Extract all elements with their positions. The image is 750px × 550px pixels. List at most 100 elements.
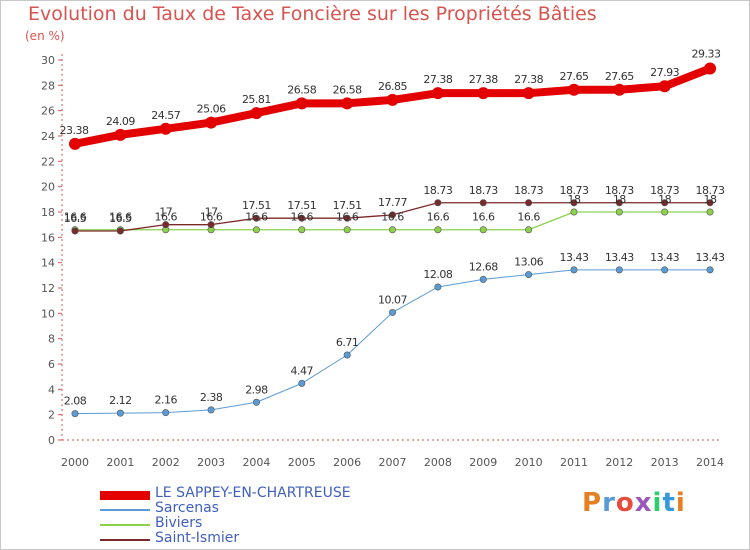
data-label: 17 <box>205 206 218 219</box>
x-tick-label: 2000 <box>61 456 89 469</box>
data-label: 27.65 <box>605 70 634 83</box>
data-label: 16.6 <box>472 211 495 224</box>
plot-area <box>62 54 720 440</box>
data-label: 26.58 <box>333 83 362 96</box>
data-point <box>522 87 535 100</box>
data-label: 25.81 <box>242 93 271 106</box>
legend-label: Saint-Ismier <box>155 530 240 546</box>
data-point <box>341 97 354 110</box>
x-axis: 2000 2001 2002 2003 2004 2005 2006 2007 2008 2009… <box>61 439 724 469</box>
data-point <box>615 199 623 207</box>
y-tick-label: 2 <box>48 409 55 422</box>
data-label: 18.73 <box>423 184 452 197</box>
legend-item: Sarcenas <box>100 500 400 516</box>
data-point <box>205 116 218 129</box>
data-point <box>69 137 81 150</box>
data-label: 12.08 <box>423 268 452 281</box>
data-point <box>434 226 442 234</box>
series-le-sappey-en-chartreuse <box>69 62 717 150</box>
data-point <box>706 208 714 216</box>
data-label: 17.51 <box>287 199 316 212</box>
data-point <box>706 199 714 207</box>
legend-swatch <box>100 491 150 500</box>
data-label: 13.43 <box>696 251 725 264</box>
data-label: 26.58 <box>287 83 316 96</box>
data-point <box>477 87 490 100</box>
data-label: 16.6 <box>109 211 132 224</box>
y-tick-label: 26 <box>41 105 55 118</box>
data-point <box>525 199 533 207</box>
data-point <box>159 122 172 135</box>
data-point <box>386 93 399 106</box>
y-tick-label: 22 <box>41 155 55 168</box>
logo-letter: x <box>634 488 653 518</box>
data-label: 18 <box>658 193 671 206</box>
data-label: 18 <box>567 193 580 206</box>
data-label: 10.07 <box>378 293 407 306</box>
legend-item: Saint-Ismier <box>100 530 400 546</box>
data-label: 23.38 <box>60 124 89 137</box>
data-point <box>479 199 487 207</box>
x-tick-label: 2003 <box>197 456 225 469</box>
logo-letter: P <box>582 488 603 518</box>
y-tick-label: 0 <box>48 434 55 447</box>
x-tick-label: 2007 <box>379 456 407 469</box>
x-tick-label: 2014 <box>696 456 724 469</box>
y-tick-label: 4 <box>48 383 55 396</box>
data-point <box>252 214 260 222</box>
data-label: 17.51 <box>333 199 362 212</box>
y-tick-label: 24 <box>41 130 55 143</box>
data-point <box>116 227 124 235</box>
data-label: 6.71 <box>336 336 359 349</box>
data-labels-3: 16.6 16.6 16.6 16.6 16.6 16.6 16.6 16.6 16.6 16.6… <box>64 193 718 224</box>
data-labels-2: 2.08 2.12 2.16 2.38 2.98 4.47 6.71 10.07 12.08 12… <box>64 251 726 408</box>
legend-swatch <box>100 539 150 541</box>
data-label: 16.6 <box>64 211 87 224</box>
data-point <box>298 379 306 387</box>
data-point <box>162 409 170 417</box>
y-tick-label: 8 <box>48 333 55 346</box>
y-tick-label: 20 <box>41 181 55 194</box>
data-point <box>389 308 397 316</box>
data-point <box>114 128 127 141</box>
data-point <box>343 226 351 234</box>
legend-swatch <box>100 509 150 511</box>
data-point <box>613 83 626 96</box>
y-tick-label: 14 <box>41 257 55 270</box>
y-tick-label: 12 <box>41 282 55 295</box>
data-label: 27.38 <box>469 73 498 86</box>
data-label: 18.73 <box>514 184 543 197</box>
data-label: 27.93 <box>650 66 679 79</box>
data-label: 16.6 <box>427 211 450 224</box>
legend-label: LE SAPPEY-EN-CHARTREUSE <box>155 485 351 501</box>
data-point <box>661 208 669 216</box>
data-label: 2.38 <box>200 391 223 404</box>
data-label: 18 <box>613 193 626 206</box>
data-point <box>661 199 669 207</box>
data-point <box>162 221 170 229</box>
y-tick-label: 10 <box>41 307 55 320</box>
data-label: 13.43 <box>650 251 679 264</box>
x-tick-label: 2008 <box>424 456 452 469</box>
data-point <box>525 226 533 234</box>
y-tick-label: 28 <box>41 79 55 92</box>
x-tick-label: 2005 <box>288 456 316 469</box>
data-label: 17 <box>159 206 172 219</box>
logo-letter: t <box>662 488 676 518</box>
data-label: 16.6 <box>154 211 177 224</box>
data-label: 4.47 <box>291 364 314 377</box>
data-point <box>389 211 397 219</box>
legend-label: Sarcenas <box>155 500 219 516</box>
data-label: 2.98 <box>245 383 268 396</box>
data-label: 16.6 <box>245 211 268 224</box>
data-point <box>434 199 442 207</box>
data-label: 26.85 <box>378 80 407 93</box>
data-point <box>704 62 717 75</box>
data-label: 18 <box>704 193 717 206</box>
data-point <box>250 107 263 120</box>
logo-letter: i <box>675 488 686 518</box>
data-labels-1: 23.38 24.09 24.57 25.06 25.81 26.58 26.58 26.85… <box>60 47 722 136</box>
data-label: 16.6 <box>517 211 540 224</box>
data-point <box>570 266 578 274</box>
